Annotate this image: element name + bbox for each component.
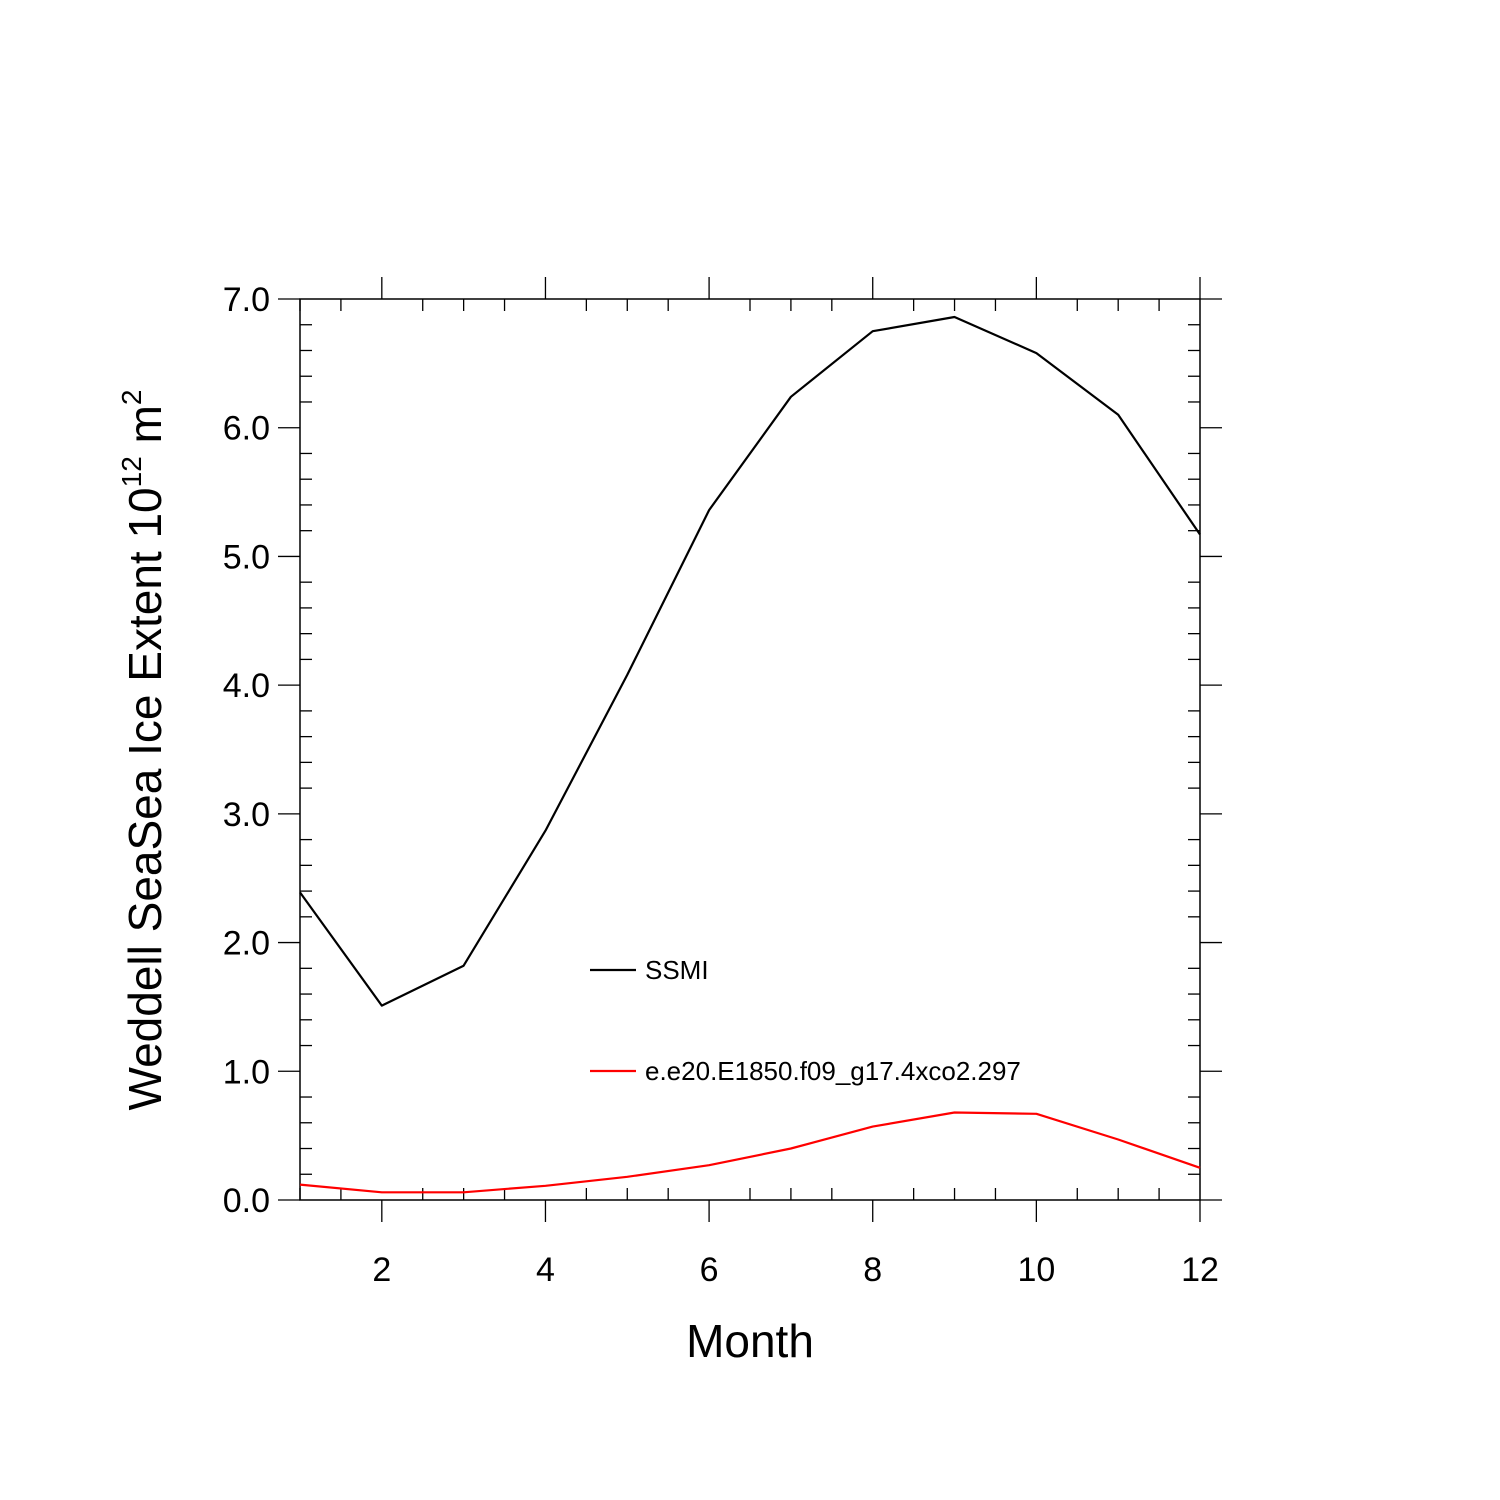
y-tick-label: 0.0 <box>223 1182 270 1220</box>
plot-frame <box>299 298 1201 1201</box>
x-tick-label: 12 <box>1181 1251 1219 1289</box>
x-tick-label: 2 <box>372 1251 391 1289</box>
y-tick-label: 1.0 <box>223 1053 270 1091</box>
y-tick-label: 6.0 <box>223 410 270 448</box>
x-tick-label: 8 <box>863 1251 882 1289</box>
y-tick-label: 4.0 <box>223 667 270 705</box>
series-line-ssmi <box>299 315 1201 1007</box>
series-lines <box>299 315 1201 1194</box>
x-tick-label: 4 <box>536 1251 555 1289</box>
legend: SSMI e.e20.E1850.f09_g17.4xco2.297 <box>590 955 1021 1086</box>
y-axis-title: Weddell SeaSea Ice Extent 1012 m2 <box>116 390 171 1111</box>
y-axis-title-unit: m <box>119 405 171 456</box>
series-line-model <box>299 1111 1201 1194</box>
y-tick-label: 2.0 <box>223 925 270 963</box>
x-tick-label: 10 <box>1017 1251 1055 1289</box>
y-tick-label: 3.0 <box>223 796 270 834</box>
y-tick-label: 5.0 <box>223 538 270 576</box>
legend-label: SSMI <box>645 955 709 985</box>
legend-label: e.e20.E1850.f09_g17.4xco2.297 <box>645 1056 1021 1086</box>
axis-ticks <box>278 277 1222 1222</box>
x-tick-labels: 2 4 6 8 10 12 <box>372 1251 1219 1289</box>
x-tick-label: 6 <box>700 1251 719 1289</box>
y-axis-title-text: Weddell SeaSea Ice Extent 10 <box>119 487 171 1110</box>
x-axis-title: Month <box>686 1315 814 1367</box>
y-axis-title-exponent: 12 <box>116 456 147 487</box>
y-tick-labels: 0.0 1.0 2.0 3.0 4.0 5.0 6.0 7.0 <box>223 281 270 1220</box>
y-axis-title-unit-exponent: 2 <box>116 390 147 406</box>
y-tick-label: 7.0 <box>223 281 270 319</box>
